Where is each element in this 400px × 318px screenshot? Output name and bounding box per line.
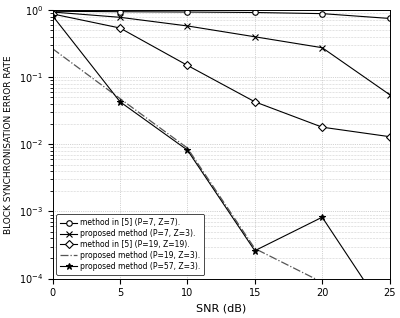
proposed method (P=7, Z=3). bbox=[185, 24, 190, 28]
proposed method (P=7, Z=3). bbox=[118, 15, 122, 19]
Line: proposed method (P=7, Z=3).: proposed method (P=7, Z=3). bbox=[49, 9, 393, 98]
method in [5] (P=19, Z=19). bbox=[50, 12, 55, 16]
Line: proposed method (P=19, Z=3).: proposed method (P=19, Z=3). bbox=[53, 49, 390, 318]
proposed method (P=57, Z=3). bbox=[387, 317, 392, 318]
Legend: method in [5] (P=7, Z=7)., proposed method (P=7, Z=3)., method in [5] (P=19, Z=1: method in [5] (P=7, Z=7)., proposed meth… bbox=[56, 214, 204, 275]
Y-axis label: BLOCK SYNCHRONISATION ERROR RATE: BLOCK SYNCHRONISATION ERROR RATE bbox=[4, 55, 13, 234]
method in [5] (P=19, Z=19). bbox=[185, 64, 190, 67]
proposed method (P=7, Z=3). bbox=[50, 10, 55, 14]
proposed method (P=57, Z=3). bbox=[320, 215, 324, 219]
Line: method in [5] (P=7, Z=7).: method in [5] (P=7, Z=7). bbox=[50, 9, 392, 21]
method in [5] (P=7, Z=7). bbox=[387, 17, 392, 20]
proposed method (P=19, Z=3). bbox=[50, 47, 55, 51]
proposed method (P=19, Z=3). bbox=[185, 146, 190, 150]
proposed method (P=7, Z=3). bbox=[387, 93, 392, 97]
method in [5] (P=7, Z=7). bbox=[50, 9, 55, 13]
X-axis label: SNR (dB): SNR (dB) bbox=[196, 304, 246, 314]
method in [5] (P=19, Z=19). bbox=[118, 26, 122, 30]
method in [5] (P=19, Z=19). bbox=[320, 125, 324, 129]
method in [5] (P=7, Z=7). bbox=[320, 12, 324, 16]
method in [5] (P=7, Z=7). bbox=[118, 10, 122, 14]
method in [5] (P=19, Z=19). bbox=[387, 135, 392, 139]
proposed method (P=19, Z=3). bbox=[118, 97, 122, 100]
Line: method in [5] (P=19, Z=19).: method in [5] (P=19, Z=19). bbox=[50, 11, 392, 139]
Line: proposed method (P=57, Z=3).: proposed method (P=57, Z=3). bbox=[49, 12, 393, 318]
proposed method (P=7, Z=3). bbox=[320, 46, 324, 50]
proposed method (P=57, Z=3). bbox=[185, 148, 190, 152]
proposed method (P=57, Z=3). bbox=[118, 100, 122, 104]
proposed method (P=57, Z=3). bbox=[252, 249, 257, 252]
proposed method (P=57, Z=3). bbox=[50, 14, 55, 18]
proposed method (P=19, Z=3). bbox=[252, 247, 257, 251]
proposed method (P=19, Z=3). bbox=[320, 280, 324, 284]
proposed method (P=7, Z=3). bbox=[252, 35, 257, 39]
method in [5] (P=7, Z=7). bbox=[185, 10, 190, 14]
method in [5] (P=19, Z=19). bbox=[252, 100, 257, 104]
method in [5] (P=7, Z=7). bbox=[252, 10, 257, 14]
proposed method (P=19, Z=3). bbox=[387, 317, 392, 318]
